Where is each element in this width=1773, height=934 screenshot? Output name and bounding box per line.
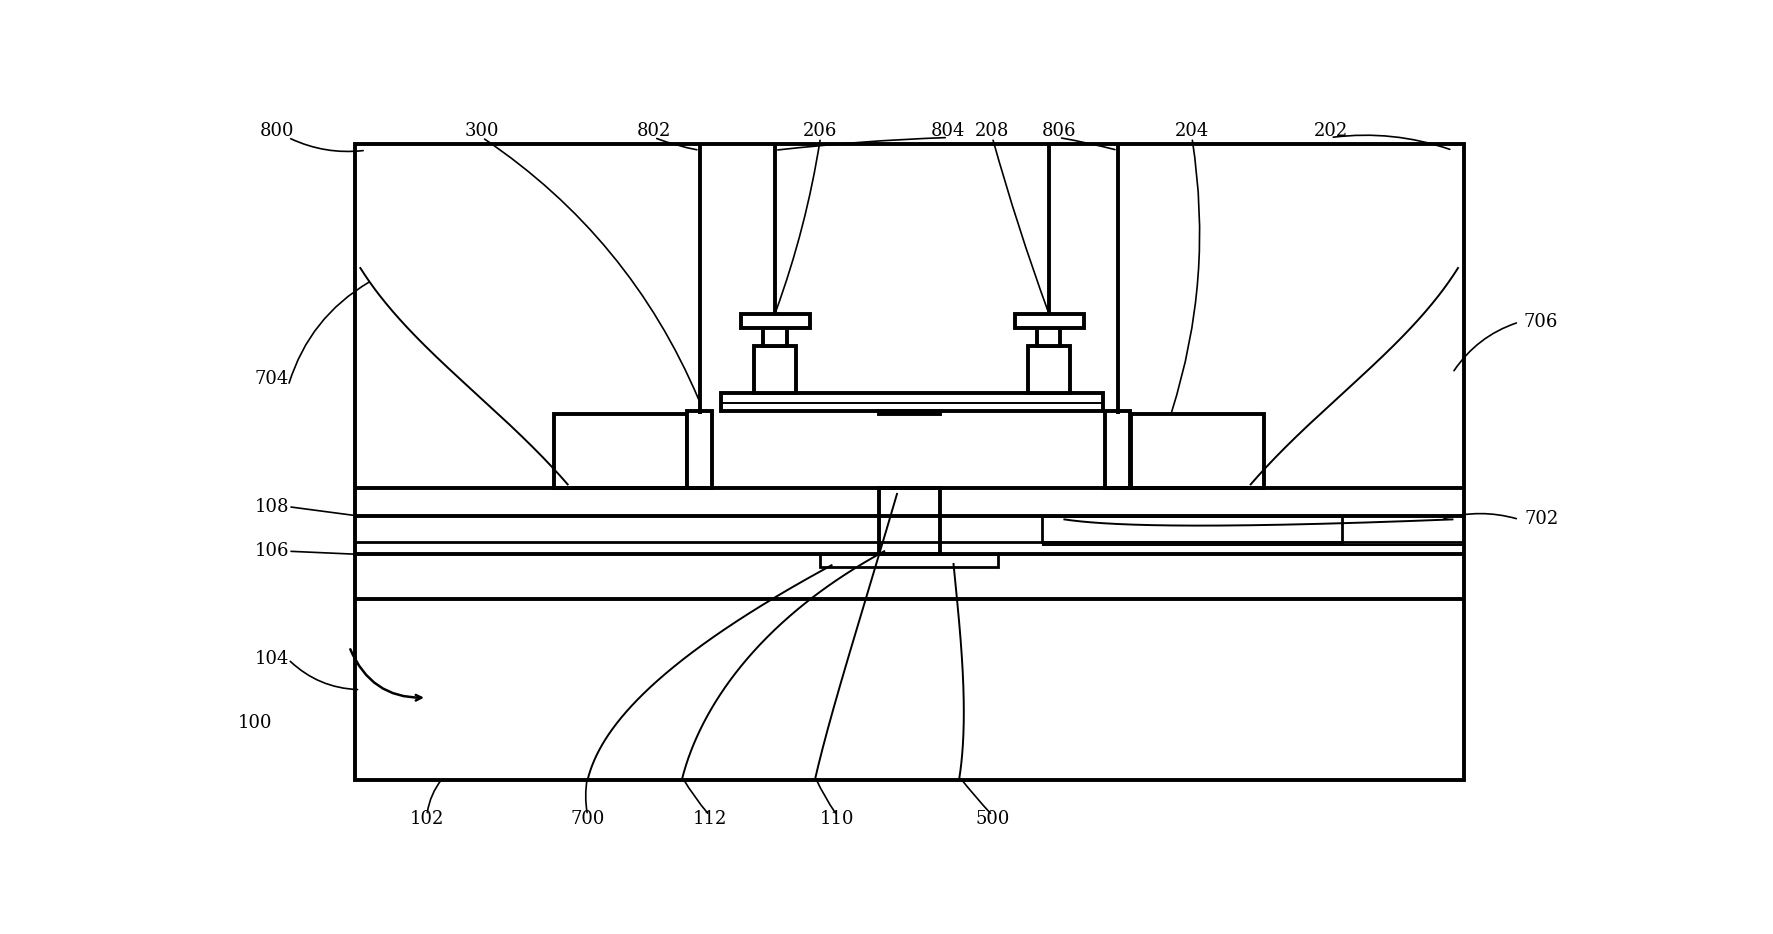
Text: 806: 806: [1041, 122, 1076, 140]
Bar: [1037, 323, 1060, 346]
Bar: [1027, 346, 1069, 393]
Bar: [754, 346, 796, 393]
Text: 700: 700: [571, 810, 605, 828]
Text: 112: 112: [691, 810, 727, 828]
Text: 800: 800: [261, 122, 294, 140]
Text: 706: 706: [1523, 313, 1557, 332]
Bar: [762, 323, 785, 346]
Text: 500: 500: [975, 810, 1009, 828]
Bar: [1131, 415, 1262, 488]
Bar: [878, 411, 940, 415]
Text: 202: 202: [1312, 122, 1347, 140]
Text: 208: 208: [975, 122, 1009, 140]
Text: 704: 704: [254, 371, 289, 389]
Bar: [819, 555, 996, 567]
Bar: [1043, 517, 1340, 542]
Text: 104: 104: [254, 650, 289, 669]
Text: 206: 206: [803, 122, 837, 140]
Text: 802: 802: [637, 122, 670, 140]
Text: 204: 204: [1174, 122, 1209, 140]
Bar: [878, 488, 940, 555]
Bar: [355, 144, 1463, 780]
Text: 702: 702: [1523, 510, 1557, 529]
Bar: [1014, 314, 1083, 328]
Bar: [1105, 411, 1129, 488]
Text: 108: 108: [254, 498, 289, 516]
Bar: [688, 411, 711, 488]
Bar: [741, 314, 810, 328]
Bar: [553, 415, 686, 488]
Text: 300: 300: [465, 122, 500, 140]
Text: 102: 102: [410, 810, 443, 828]
Bar: [720, 393, 1103, 411]
Text: 110: 110: [819, 810, 855, 828]
Text: 804: 804: [931, 122, 965, 140]
Text: 106: 106: [254, 543, 289, 560]
Text: 100: 100: [238, 715, 271, 732]
